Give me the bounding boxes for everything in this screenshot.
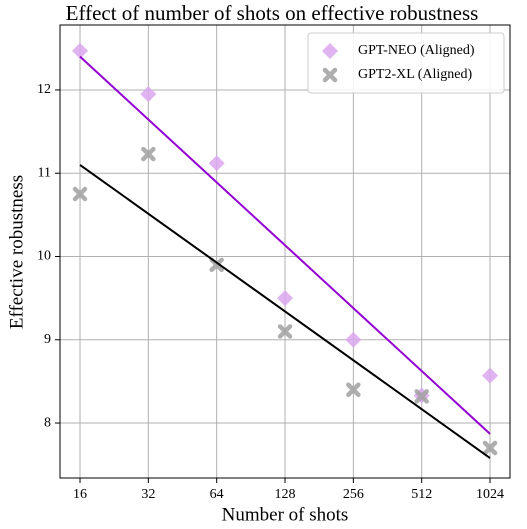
marker-x <box>482 440 498 456</box>
marker-diamond <box>345 331 362 348</box>
marker-x <box>141 146 156 162</box>
marker-x <box>346 382 361 397</box>
plot-frame <box>59 24 511 479</box>
legend-label: GPT-NEO (Aligned) <box>358 43 475 58</box>
x-tick-label: 16 <box>73 487 87 502</box>
x-tick-label: 32 <box>141 487 155 502</box>
chart-title: Effect of number of shots on effective r… <box>66 1 479 25</box>
marker-x <box>277 324 293 339</box>
x-tick-label: 256 <box>343 487 364 502</box>
fit-line <box>79 55 491 435</box>
marker-diamond <box>482 367 499 384</box>
legend-box <box>307 32 505 94</box>
legend: GPT-NEO (Aligned) GPT2-XL (Aligned) <box>307 32 505 94</box>
x-tick-label: 512 <box>411 487 432 502</box>
x-axis-label: Number of shots <box>222 504 349 525</box>
marker-diamond <box>72 42 89 59</box>
marker-diamond <box>277 290 294 307</box>
y-axis-label: Effective robustness <box>6 175 27 329</box>
y-tick-label: 12 <box>37 82 51 97</box>
y-tick-label: 10 <box>37 249 51 264</box>
legend-label: GPT2-XL (Aligned) <box>358 67 473 82</box>
marker-diamond <box>140 86 157 103</box>
marker-diamond <box>208 155 225 172</box>
marker-diamond <box>322 43 338 59</box>
marker-x <box>209 257 224 273</box>
x-tick-label: 64 <box>210 487 224 502</box>
marker-x <box>72 186 88 202</box>
marker-x <box>414 389 429 404</box>
marker-x <box>322 67 338 83</box>
y-tick-label: 9 <box>44 332 51 347</box>
fit-line <box>79 164 491 459</box>
y-tick-label: 11 <box>38 165 51 180</box>
x-tick-label: 1024 <box>476 487 504 502</box>
x-tick-label: 128 <box>275 487 296 502</box>
y-tick-label: 8 <box>44 415 51 430</box>
